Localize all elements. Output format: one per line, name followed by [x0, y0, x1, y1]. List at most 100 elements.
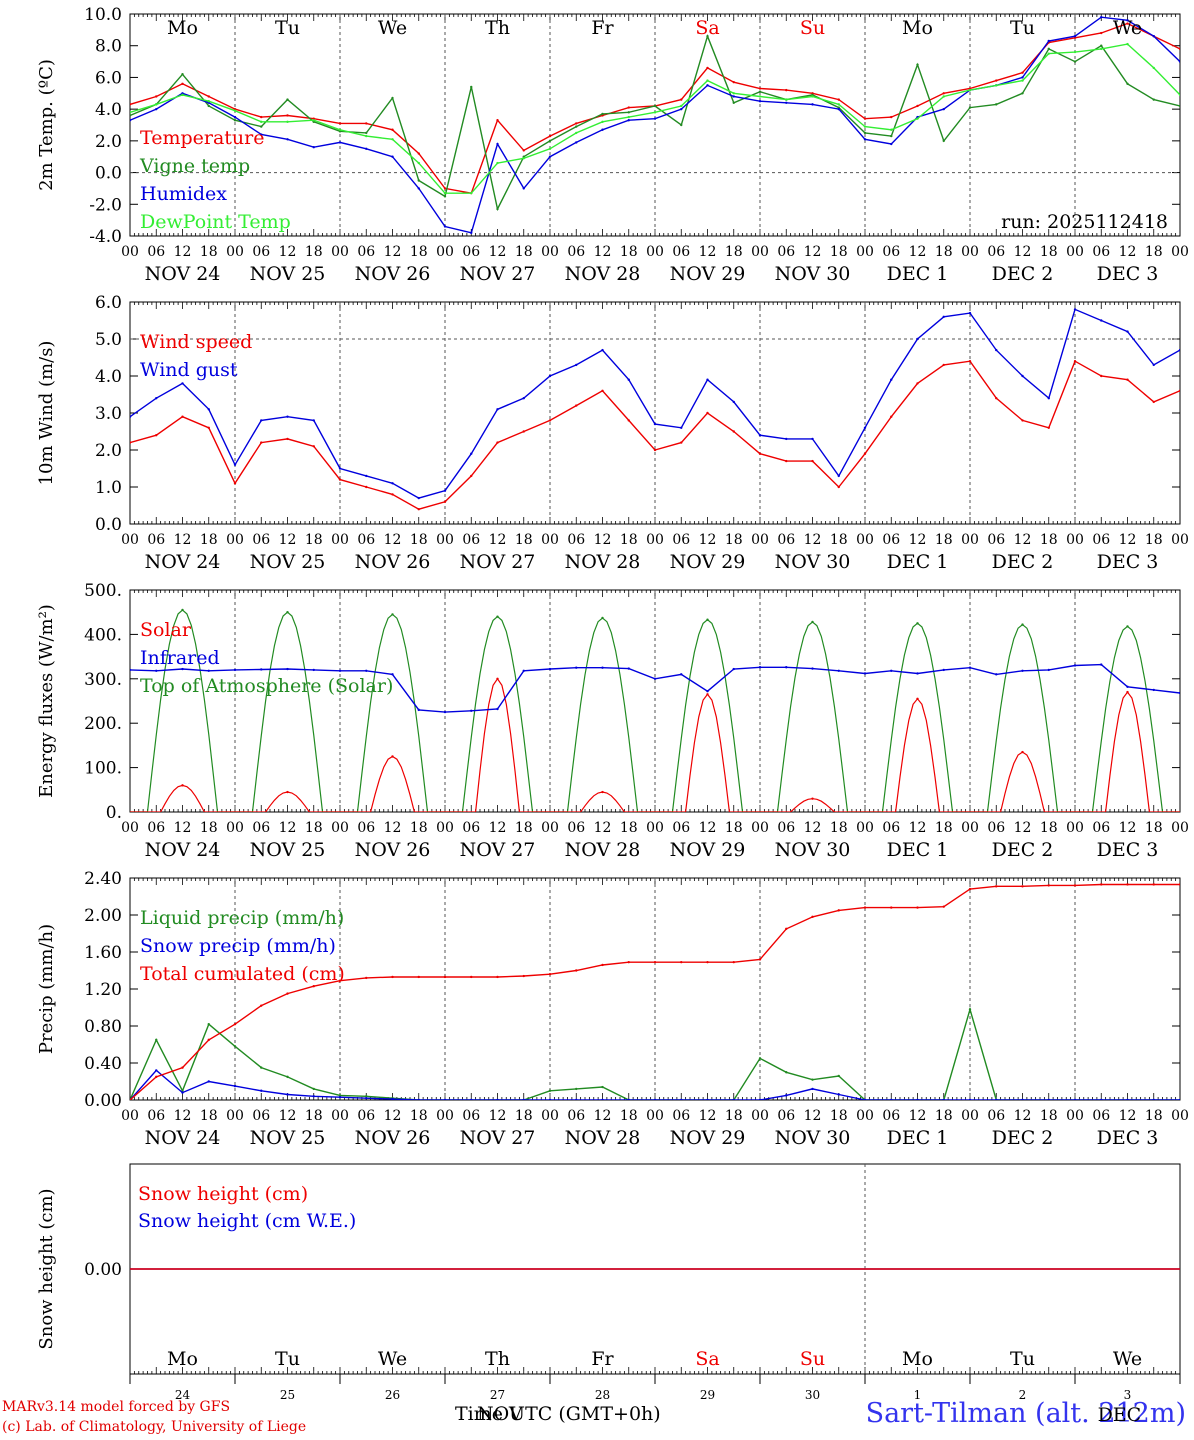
temp-series-line-point [653, 104, 657, 108]
hour-tick-label: 18 [515, 1108, 533, 1124]
infrared-line-point [207, 669, 210, 673]
day-number-label: 25 [280, 1388, 295, 1402]
temp-series-line-point [627, 115, 630, 119]
precip-series-line-point [942, 1098, 945, 1100]
date-label: NOV 29 [670, 263, 746, 285]
wind-series-line-point [1047, 397, 1050, 400]
hour-tick-label: 00 [1171, 1108, 1189, 1124]
temp-series-line-point [207, 100, 210, 103]
date-label: NOV 30 [775, 1127, 851, 1149]
hour-tick-label: 06 [1092, 532, 1110, 548]
temp-series-line-point [443, 195, 447, 198]
temp-series-line-point [286, 114, 289, 117]
precip-series-line-point [443, 975, 447, 979]
wind-series-line-point [391, 482, 394, 485]
day-number-label: 26 [385, 1388, 400, 1402]
temp-series-line-point [470, 231, 473, 235]
hour-tick-label: 06 [462, 820, 480, 836]
toa-solar-line-peak [391, 613, 394, 616]
weekday-label: Tu [1010, 17, 1035, 39]
hour-tick-label: 12 [489, 820, 507, 836]
temp-series-line-point [286, 120, 289, 124]
temp-series-line-point [995, 103, 998, 106]
hour-tick-label: 12 [594, 244, 612, 260]
time-axis-overlap-label: NOV [477, 1403, 523, 1425]
temp-series-line-point [417, 161, 420, 165]
precip-series-line-point [391, 975, 394, 979]
hour-tick-label: 12 [1119, 1108, 1137, 1124]
hour-tick-label: 12 [489, 244, 507, 260]
hour-tick-label: 18 [305, 532, 323, 548]
precip-series-line-point [312, 1095, 315, 1098]
y-tick-label: 0.0 [95, 515, 122, 535]
wind-series-line-point [417, 508, 420, 511]
hour-tick-label: 18 [935, 1108, 953, 1124]
temp-series-line-point [863, 125, 867, 128]
hour-tick-label: 18 [515, 532, 533, 548]
temp-series-line-point [1178, 93, 1180, 97]
precip-series-line-point [863, 1098, 867, 1100]
precip-series-line-point [995, 1098, 998, 1100]
hour-tick-label: 12 [174, 244, 192, 260]
toa-solar-line-peak [1126, 625, 1129, 628]
weekday-label: We [378, 1348, 407, 1370]
y-tick-label: 2.00 [84, 906, 122, 926]
precip-series-line-point [1047, 884, 1050, 887]
hour-tick-label: 00 [436, 532, 454, 548]
precip-series-line-point [968, 887, 972, 891]
hour-tick-label: 00 [226, 244, 244, 260]
wind-series-line-point [837, 474, 840, 478]
hour-tick-label: 12 [909, 820, 927, 836]
hour-tick-label: 06 [987, 532, 1005, 548]
date-label: NOV 28 [565, 551, 641, 573]
temp-series-line-point [1047, 52, 1050, 55]
hour-tick-label: 00 [121, 532, 139, 548]
hour-tick-label: 00 [436, 1108, 454, 1124]
hour-tick-label: 06 [462, 244, 480, 260]
temp-series-line-point [863, 117, 867, 120]
weekday-label: Mo [167, 1348, 198, 1370]
temp-series-line-point [732, 95, 735, 98]
precip-series-line-point [758, 1098, 762, 1100]
precip-series-line-point [233, 1045, 237, 1048]
hour-tick-label: 06 [567, 1108, 585, 1124]
temp-series-line-point [1021, 71, 1024, 74]
wind-series-line-point [732, 430, 735, 433]
precip-series-line-point [470, 1098, 473, 1100]
y-tick-label: 100. [84, 759, 122, 779]
precip-series-line-point [706, 960, 709, 964]
hour-tick-label: 06 [987, 1108, 1005, 1124]
hour-tick-label: 00 [226, 532, 244, 548]
hour-tick-label: 18 [935, 820, 953, 836]
date-label: NOV 26 [355, 1127, 431, 1149]
legend-entry: DewPoint Temp [140, 211, 291, 233]
hour-tick-label: 00 [541, 244, 559, 260]
date-label: NOV 27 [460, 839, 536, 861]
hour-tick-label: 12 [1014, 532, 1032, 548]
temp-series-line-point [130, 103, 132, 106]
temp-series-line-point [130, 119, 132, 122]
date-label: NOV 25 [250, 263, 326, 285]
wind-series-line-point [443, 489, 447, 492]
hour-tick-label: 18 [410, 244, 428, 260]
temp-series-line-point [233, 115, 237, 119]
precip-series-line-point [548, 973, 552, 976]
hour-tick-label: 00 [331, 244, 349, 260]
temp-series-line-point [916, 117, 919, 120]
wind-series-line-point [1100, 374, 1103, 378]
infrared-line-point [443, 710, 447, 714]
hour-tick-label: 00 [961, 1108, 979, 1124]
weekday-label: Th [485, 1348, 510, 1370]
wind-series-line-point [890, 378, 893, 381]
hour-tick-label: 00 [646, 244, 664, 260]
hour-tick-label: 06 [357, 820, 375, 836]
hour-tick-label: 12 [1119, 532, 1137, 548]
date-label: NOV 24 [145, 263, 221, 285]
y-tick-label: 6.0 [95, 293, 122, 313]
y-tick-label: 0.00 [84, 1091, 122, 1111]
wind-series-line-point [732, 400, 735, 404]
hour-tick-label: 00 [541, 532, 559, 548]
precip-series-line-point [1126, 1098, 1129, 1100]
date-label: NOV 29 [670, 1127, 746, 1149]
wind-series-line-point [968, 311, 972, 315]
